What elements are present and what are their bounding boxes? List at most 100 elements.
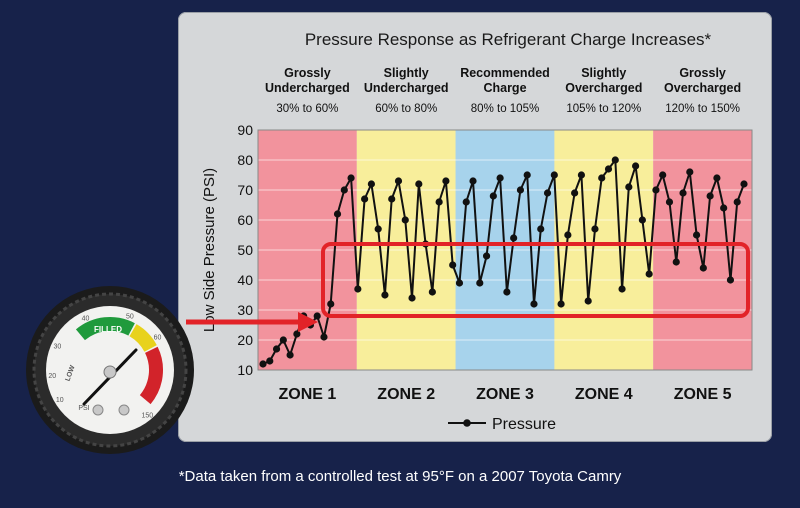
series-line-pressure: [262, 159, 745, 365]
chart-title: Pressure Response as Refrigerant Charge …: [305, 30, 712, 49]
gauge-scale-label: 20: [48, 373, 56, 380]
data-point: [503, 288, 511, 296]
y-tick-label: 70: [237, 182, 253, 198]
zone-label: ZONE 4: [575, 386, 633, 403]
zone-range: 30% to 60%: [276, 103, 338, 115]
data-point: [408, 294, 416, 302]
data-point: [692, 231, 701, 239]
data-point: [354, 285, 362, 293]
data-point: [401, 216, 409, 224]
legend-marker: [463, 419, 471, 427]
zone-heading-line1: Grossly: [679, 66, 726, 80]
y-tick-label: 60: [237, 212, 253, 228]
zone-label: ZONE 3: [476, 386, 534, 403]
data-point: [537, 225, 545, 233]
data-point: [394, 177, 403, 185]
data-point: [455, 279, 464, 287]
zone-range: 120% to 150%: [665, 103, 740, 115]
data-point: [313, 312, 321, 320]
data-point: [476, 279, 484, 287]
legend-label: Pressure: [492, 416, 556, 433]
data-point: [510, 234, 518, 242]
zone-range: 60% to 80%: [375, 103, 437, 115]
data-point: [496, 174, 504, 182]
gauge-scale-label: 150: [141, 412, 153, 419]
y-tick-label: 90: [237, 122, 253, 138]
data-point: [679, 189, 687, 197]
data-point: [686, 168, 694, 176]
pointer-arrow-head: [298, 312, 318, 332]
data-point: [279, 336, 287, 344]
gauge-scale-label: 50: [126, 313, 134, 320]
data-point: [584, 297, 592, 305]
gauge-scale-label: 30: [54, 343, 62, 350]
data-point: [726, 276, 735, 284]
zone-heading-line2: Undercharged: [265, 81, 350, 95]
data-point: [381, 291, 389, 299]
y-tick-label: 20: [237, 332, 253, 348]
data-point: [591, 225, 599, 233]
data-point: [272, 345, 281, 353]
y-tick-label: 30: [237, 302, 253, 318]
data-point: [333, 210, 342, 218]
data-point: [618, 285, 626, 293]
gauge-psi-label: PSI: [78, 405, 89, 412]
zone-heading-line2: Overcharged: [565, 81, 642, 95]
data-point: [449, 261, 457, 269]
data-point: [571, 189, 579, 197]
data-point: [435, 198, 443, 206]
zone-label: ZONE 2: [377, 386, 435, 403]
data-point: [733, 198, 741, 206]
data-point: [638, 216, 646, 224]
data-point: [550, 171, 558, 179]
gauge-hub: [103, 365, 117, 379]
zone-label: ZONE 1: [279, 386, 337, 403]
data-point: [428, 288, 436, 296]
zone-heading-line2: Charge: [483, 81, 526, 95]
data-point: [489, 192, 497, 200]
gauge-scale-label: 60: [154, 335, 162, 342]
data-point: [361, 195, 369, 203]
data-point: [672, 258, 680, 266]
gauge-filled-label: FILLED: [94, 325, 122, 334]
data-point: [652, 186, 660, 194]
data-point: [699, 264, 707, 272]
data-point: [293, 330, 301, 338]
gauge-screw-right: [118, 404, 130, 416]
y-tick-label: 10: [237, 362, 253, 378]
data-point: [557, 300, 565, 308]
gauge-scale-label: 10: [56, 397, 64, 404]
footnote: *Data taken from a controlled test at 95…: [178, 468, 622, 485]
gauge-screw-left: [92, 404, 104, 416]
data-point: [516, 186, 525, 194]
gauge-red-band: [139, 346, 163, 405]
data-point: [266, 357, 274, 365]
data-point: [415, 180, 423, 188]
data-point: [720, 204, 728, 212]
zone-heading-line1: Grossly: [284, 66, 331, 80]
data-point: [347, 174, 355, 182]
data-point: [625, 183, 633, 191]
data-point: [706, 192, 714, 200]
data-point: [713, 174, 721, 182]
zone-range: 80% to 105%: [471, 103, 539, 115]
gauge-green-band: [75, 317, 135, 341]
data-point: [442, 177, 450, 185]
zone-heading-line1: Recommended: [460, 66, 550, 80]
data-point: [259, 360, 267, 368]
data-point: [482, 252, 491, 260]
zone-label: ZONE 5: [674, 386, 732, 403]
data-point: [740, 180, 748, 188]
data-point: [632, 162, 640, 170]
data-point: [327, 300, 335, 308]
zone-heading-line1: Slightly: [384, 66, 429, 80]
data-point: [543, 189, 552, 197]
data-point: [320, 333, 328, 341]
zone-heading-line2: Overcharged: [664, 81, 741, 95]
plot-frame: [257, 129, 753, 371]
data-point: [665, 198, 674, 206]
gauge-scale-label: 40: [82, 315, 90, 322]
data-point: [564, 231, 572, 239]
gauge-yellow-band: [129, 324, 157, 353]
